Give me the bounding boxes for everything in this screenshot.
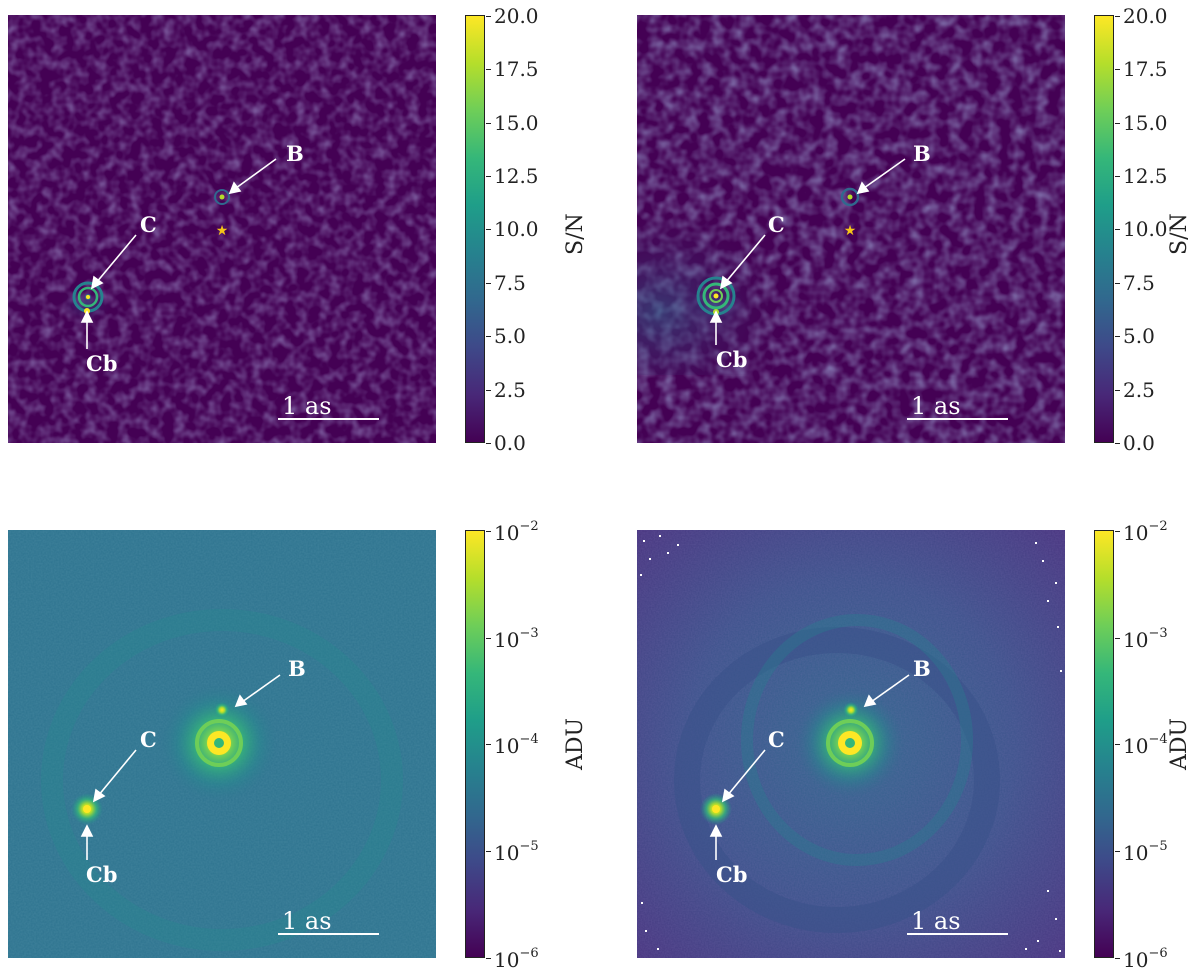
colorbar-tick: 10.0 <box>1123 217 1168 241</box>
colorbar-tick: 17.5 <box>494 57 539 81</box>
label-cb: Cb <box>86 351 117 376</box>
arrow-b <box>241 674 281 703</box>
label-b: B <box>913 141 931 166</box>
scale-bar-label: 1 as <box>911 907 961 935</box>
colorbar-label: ADU <box>563 717 588 770</box>
colorbar-label: S/N <box>563 213 588 255</box>
companion-b-source <box>214 189 230 205</box>
colorbar-tick: 12.5 <box>1123 164 1168 188</box>
companion-b-source <box>843 702 859 718</box>
companion-b-source <box>840 187 860 207</box>
colorbar-tick: 10−2 <box>494 519 539 545</box>
colorbar-tick: 20.0 <box>1123 4 1168 28</box>
label-c: C <box>768 727 785 752</box>
label-b: B <box>286 141 304 166</box>
arrow-c <box>724 234 766 284</box>
colorbar-tick: 15.0 <box>1123 111 1168 135</box>
colorbar: 10−6 10−5 10−4 10−3 10−2 <box>465 519 539 970</box>
colorbar-tick: 2.5 <box>494 378 526 402</box>
label-cb: Cb <box>716 862 747 887</box>
arrow-b <box>863 158 906 189</box>
colorbar-tick: 15.0 <box>494 111 539 135</box>
colorbar-tick: 7.5 <box>1123 271 1155 295</box>
arrow-b <box>235 158 277 189</box>
colorbar-tick: 5.0 <box>1123 324 1155 348</box>
label-c: C <box>140 212 157 237</box>
flux-map-image: B C Cb 1 as <box>8 530 436 958</box>
colorbar-tick: 0.0 <box>494 431 526 455</box>
colorbar-tick: 10−5 <box>494 839 539 865</box>
host-star-psf <box>159 683 279 803</box>
arrow-c <box>95 234 137 284</box>
label-cb: Cb <box>716 347 747 372</box>
colorbar-label: ADU <box>1167 717 1192 770</box>
colorbar-tick: 10−4 <box>1123 732 1168 758</box>
arrow-c <box>97 749 137 797</box>
snr-map-image: ★ B C Cb 1 as <box>637 15 1065 443</box>
arrow-b <box>870 674 910 703</box>
colorbar-label: S/N <box>1167 213 1192 255</box>
colorbar-tick: 7.5 <box>494 271 526 295</box>
colorbar-tick: 10−3 <box>1123 626 1168 652</box>
label-c: C <box>140 727 157 752</box>
host-star-psf <box>795 688 905 798</box>
colorbar-tick: 10−6 <box>494 946 539 972</box>
colorbar-tick: 2.5 <box>1123 378 1155 402</box>
label-b: B <box>288 656 306 681</box>
colorbar-tick: 10−6 <box>1123 946 1168 972</box>
colorbar-tick: 10−2 <box>1123 519 1168 545</box>
colorbar-tick: 0.0 <box>1123 431 1155 455</box>
colorbar-tick: 10−3 <box>494 626 539 652</box>
colorbar: 10−6 10−5 10−4 10−3 10−2 <box>1094 519 1168 970</box>
colorbar-tick: 5.0 <box>494 324 526 348</box>
star-marker-icon: ★ <box>216 223 229 239</box>
arrow-c <box>726 749 766 797</box>
colorbar-tick: 10.0 <box>494 217 539 241</box>
colorbar: 0.0 2.5 5.0 7.5 10.0 12.5 15.0 17.5 20.0 <box>1094 6 1168 453</box>
colorbar-tick: 12.5 <box>494 164 539 188</box>
scale-bar-label: 1 as <box>911 392 961 420</box>
label-c: C <box>768 212 785 237</box>
snr-map-image: ★ B C Cb 1 as <box>8 15 436 443</box>
colorbar-tick: 20.0 <box>494 4 539 28</box>
label-cb: Cb <box>86 862 117 887</box>
scale-bar-label: 1 as <box>282 392 332 420</box>
star-marker-icon: ★ <box>844 223 857 239</box>
colorbar-tick: 10−4 <box>494 732 539 758</box>
colorbar-tick: 17.5 <box>1123 57 1168 81</box>
colorbar: 0.0 2.5 5.0 7.5 10.0 12.5 15.0 17.5 20.0 <box>465 6 539 453</box>
companion-b-source <box>214 702 230 718</box>
label-b: B <box>913 656 931 681</box>
corner-bad-pixels <box>640 535 1062 952</box>
flux-map-image: B C Cb 1 as <box>637 530 1065 958</box>
colorbar-tick: 10−5 <box>1123 839 1168 865</box>
scale-bar-label: 1 as <box>282 907 332 935</box>
